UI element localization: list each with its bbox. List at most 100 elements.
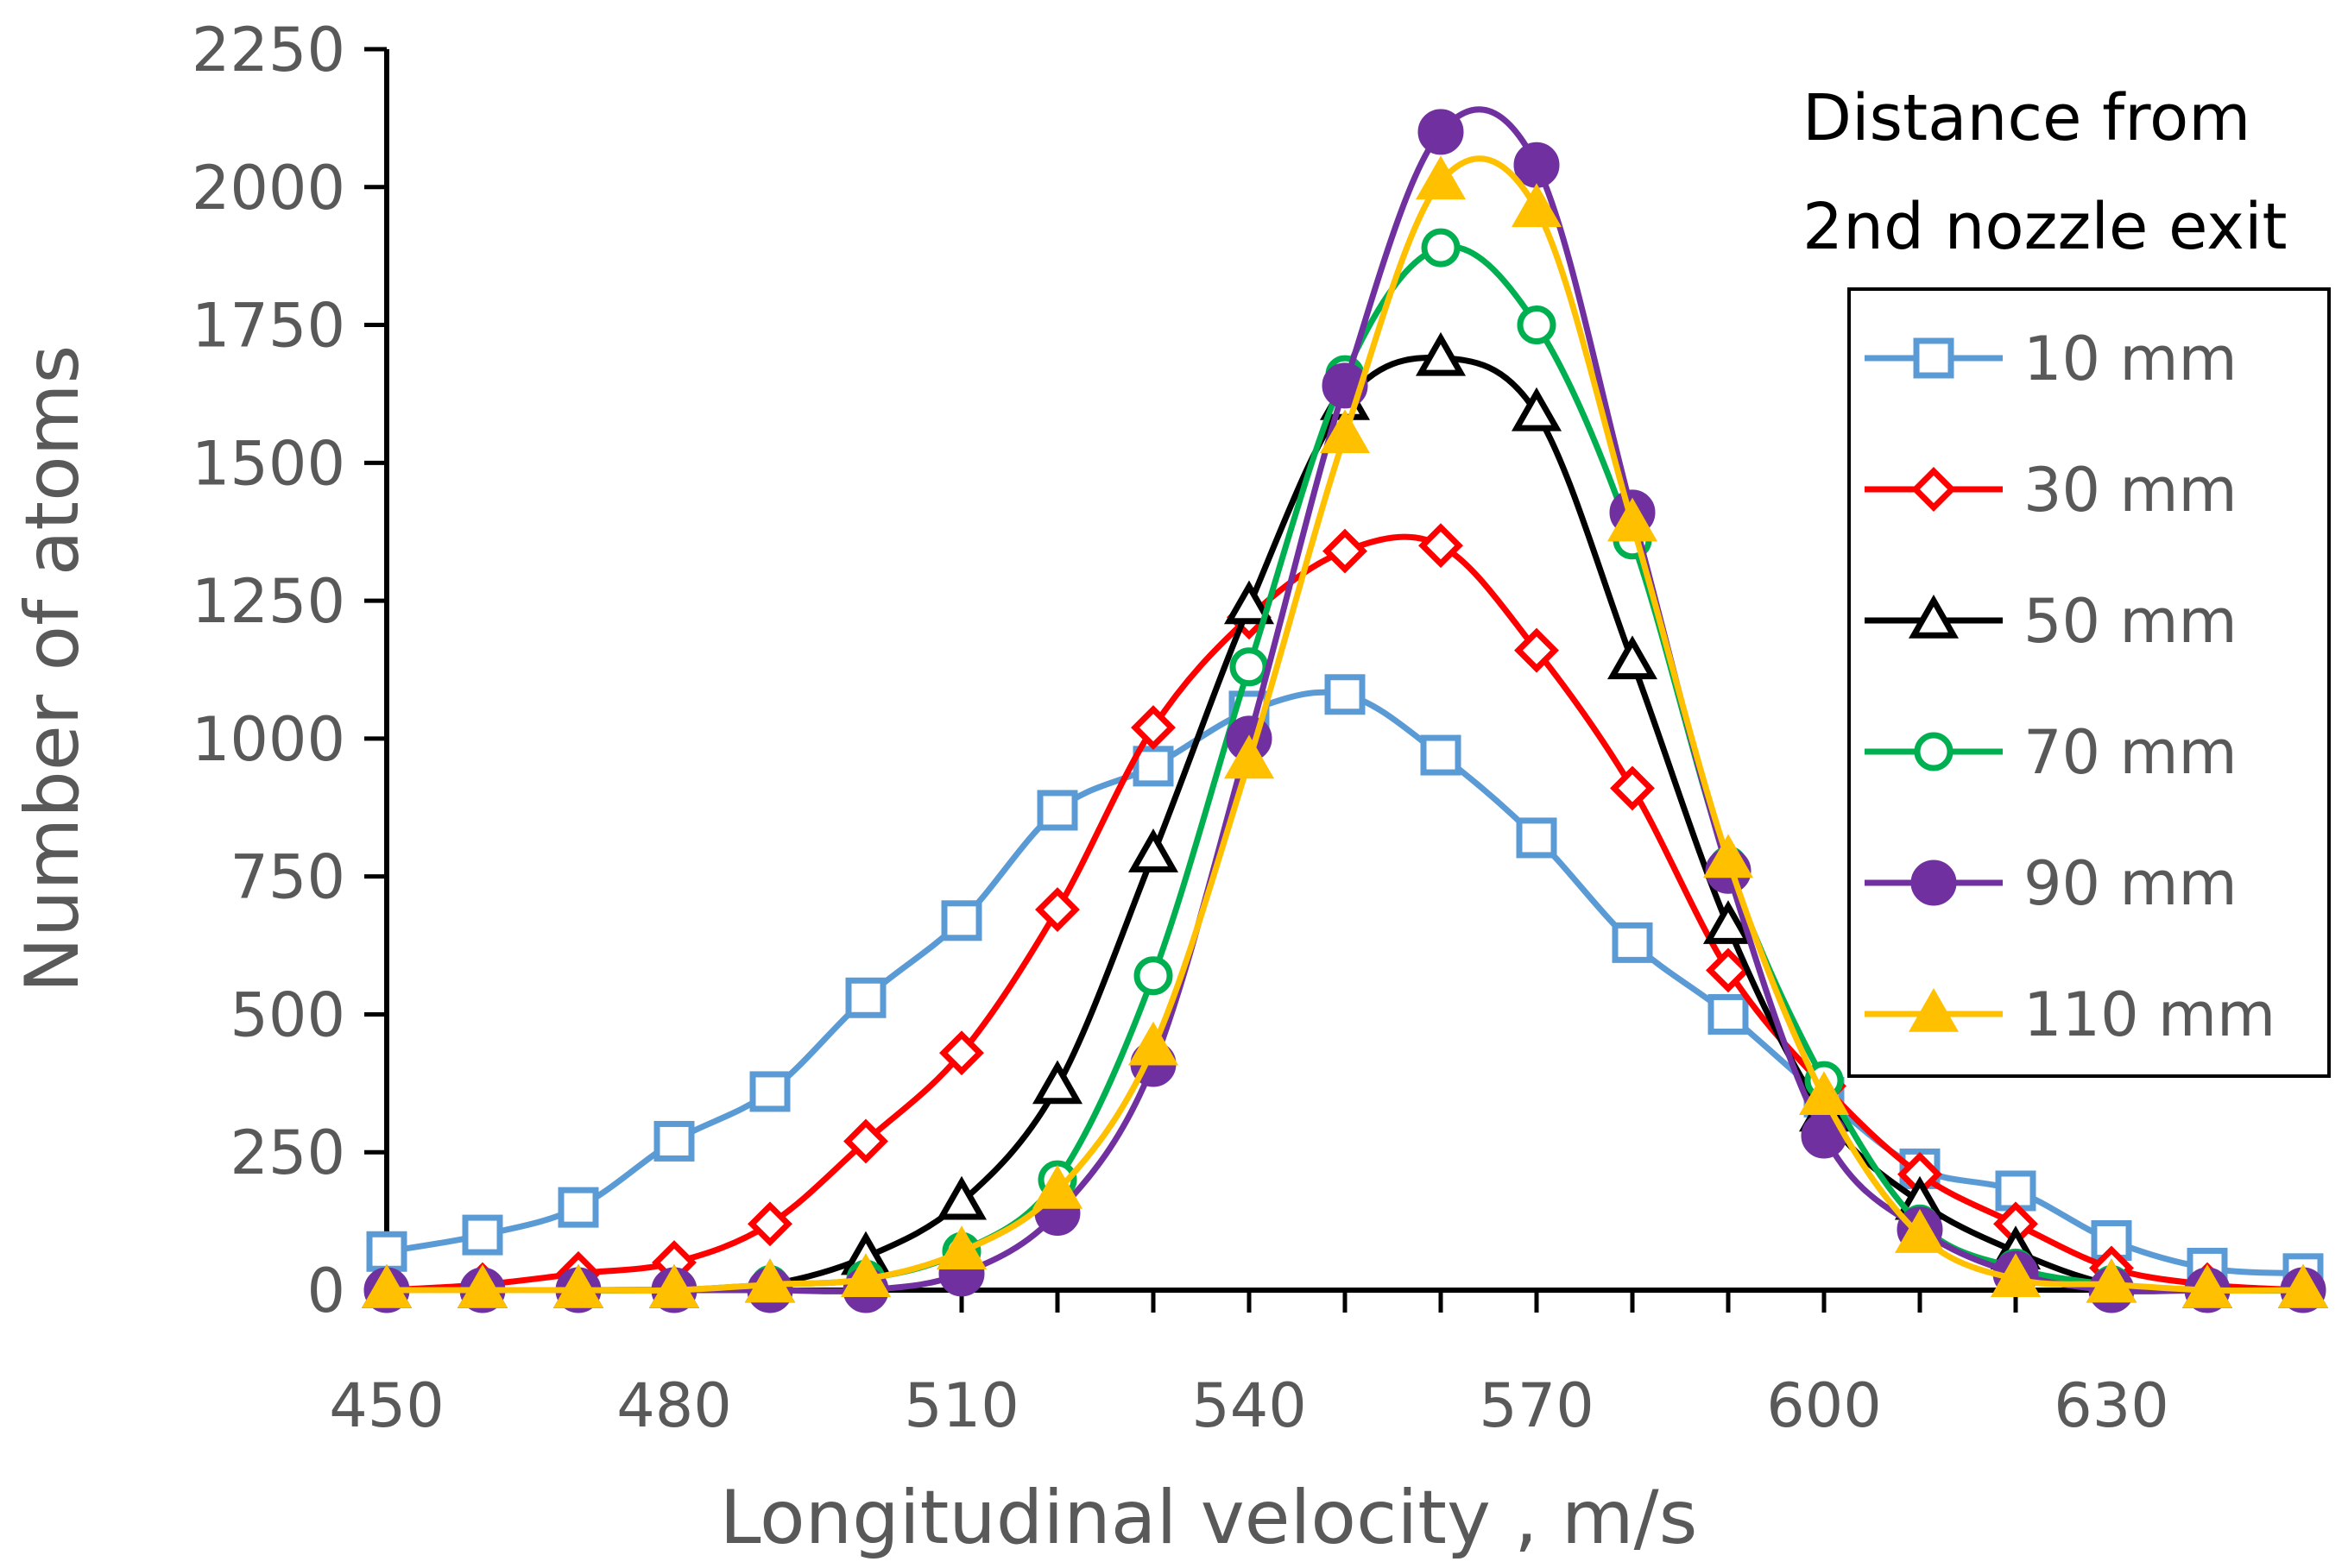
data-point-110-mm — [744, 1258, 796, 1303]
y-tick-label: 1500 — [192, 428, 345, 499]
data-point-50-mm — [1127, 828, 1179, 872]
data-point-110-mm — [552, 1263, 604, 1308]
data-point-110-mm — [2181, 1263, 2233, 1308]
data-point-110-mm — [361, 1263, 413, 1308]
data-point-30-mm — [843, 1118, 888, 1164]
data-point-50-mm — [936, 1175, 988, 1220]
legend-title-line-1: Distance from — [1802, 81, 2250, 155]
series-layer — [361, 106, 2329, 1313]
data-point-110-mm — [1702, 834, 1754, 878]
data-point-110-mm — [2086, 1258, 2137, 1303]
y-tick-label: 2250 — [192, 15, 345, 85]
legend-label: 110 mm — [2023, 979, 2275, 1050]
legend-marker — [1911, 467, 1956, 512]
legend-entries: 10 mm 30 mm 50 mm 70 mm 90 mm 110 mm — [1865, 324, 2275, 1050]
data-point-70-mm — [1133, 956, 1173, 996]
x-tick-label: 540 — [1191, 1370, 1307, 1441]
legend-box — [1847, 287, 2331, 1078]
data-point-30-mm — [1131, 705, 1176, 751]
data-point-10-mm — [1133, 746, 1174, 787]
legend-label: 70 mm — [2023, 717, 2238, 788]
y-tick-label: 250 — [230, 1118, 345, 1188]
data-point-50-mm — [1223, 580, 1275, 625]
legend-entry-70-mm: 70 mm — [1865, 717, 2238, 788]
data-point-110-mm — [1319, 409, 1371, 454]
data-point-50-mm — [1032, 1060, 1083, 1105]
data-point-30-mm — [939, 1030, 984, 1076]
data-point-30-mm — [1035, 887, 1080, 932]
data-point-110-mm — [1032, 1164, 1083, 1209]
data-point-110-mm — [1223, 734, 1275, 779]
data-point-10-mm — [462, 1214, 503, 1256]
data-point-30-mm — [1418, 523, 1463, 569]
data-point-110-mm — [2277, 1263, 2329, 1308]
y-tick-label: 1250 — [192, 566, 345, 637]
data-point-30-mm — [1322, 528, 1367, 574]
data-point-10-mm — [749, 1071, 791, 1112]
data-point-110-mm — [648, 1263, 700, 1308]
data-point-70-mm — [1421, 228, 1461, 268]
data-point-10-mm — [558, 1187, 599, 1228]
data-point-30-mm — [1610, 765, 1655, 811]
legend-title-line-2: 2nd nozzle exit — [1802, 190, 2288, 264]
data-point-10-mm — [1516, 817, 1557, 859]
legend-label: 10 mm — [2023, 324, 2238, 394]
data-point-110-mm — [1894, 1209, 1946, 1253]
data-point-90-mm — [1417, 109, 1464, 155]
data-point-110-mm — [936, 1225, 988, 1270]
data-point-110-mm — [840, 1253, 892, 1297]
y-tick-label: 2000 — [192, 153, 345, 224]
series-110-mm — [361, 155, 2329, 1308]
legend-entry-90-mm: 90 mm — [1865, 848, 2238, 919]
y-tick-label: 0 — [306, 1256, 345, 1326]
legend-entry-10-mm: 10 mm — [1865, 324, 2238, 394]
legend-entry-110-mm: 110 mm — [1865, 979, 2275, 1050]
data-point-110-mm — [1606, 497, 1658, 542]
data-point-30-mm — [1706, 948, 1751, 993]
legend-label: 30 mm — [2023, 455, 2238, 526]
data-point-10-mm — [1037, 790, 1078, 831]
x-tick-label: 450 — [329, 1370, 445, 1441]
legend-label: 50 mm — [2023, 586, 2238, 657]
x-axis-title: Longitudinal velocity , m/s — [720, 1475, 1698, 1561]
legend: Distance from 2nd nozzle exit 10 mm 30 mm… — [1802, 81, 2331, 1078]
y-tick-label: 500 — [230, 979, 345, 1050]
data-point-110-mm — [1127, 1021, 1179, 1066]
legend-marker — [1914, 732, 1954, 771]
data-point-110-mm — [1798, 1071, 1850, 1116]
data-point-10-mm — [1707, 993, 1749, 1035]
data-point-50-mm — [1702, 900, 1754, 944]
data-point-30-mm — [748, 1201, 792, 1247]
y-axis-title: Number of atoms — [9, 345, 96, 993]
x-tick-label: 600 — [1766, 1370, 1882, 1441]
data-point-110-mm — [457, 1263, 508, 1308]
data-point-10-mm — [1324, 674, 1366, 715]
data-point-10-mm — [941, 900, 982, 941]
x-tick-label: 630 — [2054, 1370, 2169, 1441]
data-point-10-mm — [653, 1120, 695, 1162]
data-point-10-mm — [1420, 734, 1461, 776]
legend-marker — [1913, 337, 1954, 379]
y-tick-label: 1000 — [192, 704, 345, 775]
legend-marker — [1908, 594, 1960, 639]
x-axis-ticks: 450 480 510 540 570 600 630 — [329, 1290, 2306, 1441]
data-point-50-mm — [1511, 387, 1562, 431]
data-point-110-mm — [1990, 1253, 2042, 1297]
x-tick-label: 480 — [616, 1370, 732, 1441]
legend-label: 90 mm — [2023, 848, 2238, 919]
legend-marker — [1910, 860, 1957, 906]
y-axis-ticks: 0 250 500 750 1000 1250 1500 1750 2000 2250 — [192, 15, 387, 1326]
legend-marker — [1908, 987, 1960, 1032]
data-point-70-mm — [1517, 305, 1556, 345]
y-tick-label: 750 — [230, 842, 345, 913]
legend-entry-30-mm: 30 mm — [1865, 455, 2238, 526]
data-point-110-mm — [1415, 155, 1467, 200]
data-point-10-mm — [366, 1231, 407, 1272]
data-point-50-mm — [1415, 331, 1467, 376]
x-tick-label: 510 — [904, 1370, 1019, 1441]
data-point-10-mm — [1612, 922, 1653, 963]
data-point-10-mm — [845, 977, 887, 1018]
legend-entry-50-mm: 50 mm — [1865, 586, 2238, 657]
data-point-90-mm — [1513, 142, 1560, 188]
